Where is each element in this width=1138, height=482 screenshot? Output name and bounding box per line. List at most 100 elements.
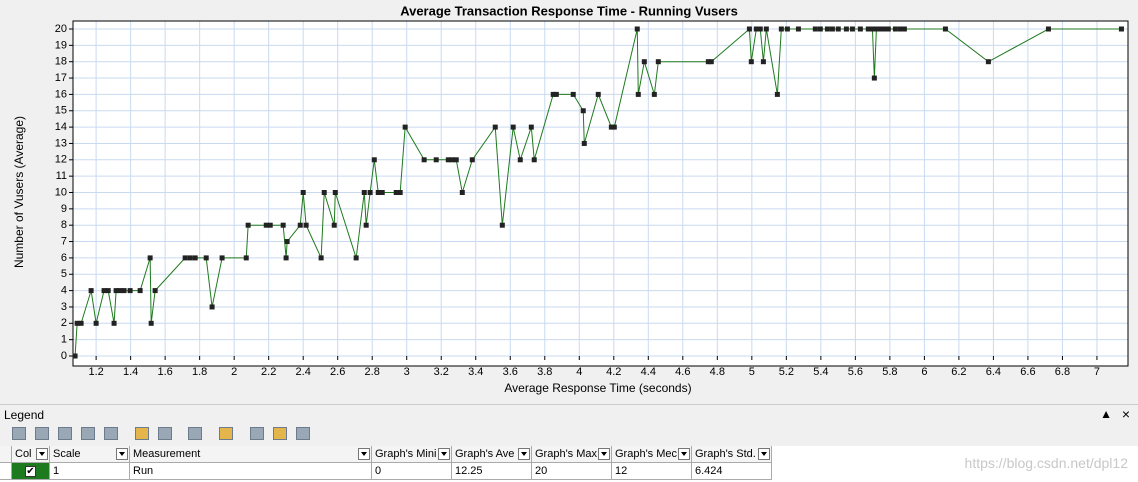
y-tick-label: 11 [56,170,67,182]
data-point [453,157,459,163]
column-header[interactable]: Measurement [130,446,372,463]
column-header[interactable]: Graph's Max [532,446,612,463]
x-tick-label: 5.6 [848,366,863,378]
column-title: Graph's Mini [375,448,437,460]
data-point [774,91,780,97]
data-point [402,124,408,130]
data-point [375,190,381,195]
y-tick-label: 7 [61,235,67,247]
x-tick-label: 6.2 [951,366,966,378]
y-tick-label: 10 [55,186,67,198]
table-cell: 12 [612,463,692,480]
data-point [817,26,823,32]
data-point [570,91,576,97]
tool-button[interactable] [12,427,26,440]
y-tick-label: 19 [55,39,67,51]
tool-button[interactable] [296,427,310,440]
dropdown[interactable] [438,448,450,460]
data-point [321,190,327,195]
data-point [580,108,586,114]
chart: Average Transaction Response Time - Runn… [12,3,1129,396]
column-header[interactable]: Graph's Mini [372,446,452,463]
table-cell: 20 [532,463,612,480]
data-point [379,190,385,195]
tool-button[interactable] [273,427,287,440]
dropdown[interactable] [598,448,610,460]
column-header[interactable]: Scale [50,446,130,463]
x-tick-label: 1.4 [123,366,138,378]
x-tick-label: 3.8 [537,366,552,378]
dropdown[interactable] [116,448,128,460]
data-point [367,190,373,195]
dropdown[interactable] [758,448,770,460]
dropdown[interactable] [678,448,690,460]
data-point [353,255,359,261]
dropdown[interactable] [358,448,370,460]
close-button[interactable]: × [1121,406,1130,422]
column-header[interactable]: Graph's Ave [452,446,532,463]
tool-button[interactable] [250,427,264,440]
data-point [873,26,879,32]
x-tick-label: 6 [921,366,927,378]
data-point [795,26,801,32]
data-point [303,222,309,228]
data-point [127,288,133,294]
data-point [748,59,754,65]
dropdown[interactable] [36,448,48,460]
data-point [469,157,475,163]
data-point [857,26,863,32]
toolbar [0,424,1138,444]
data-point [881,26,887,32]
y-tick-label: 18 [55,56,67,68]
column-header[interactable]: Col [12,446,50,463]
data-point [635,91,641,97]
data-point [784,26,790,32]
data-point [553,91,559,97]
data-point [517,157,523,163]
x-tick-label: 4.4 [641,366,656,378]
data-point [88,288,94,294]
data-point [363,222,369,228]
data-point [74,320,80,326]
data-point [93,320,99,326]
plot-frame [72,20,1129,367]
dropdown[interactable] [518,448,530,460]
y-tick-label: 13 [55,137,67,149]
legend-table: Col Scale Measurement Graph's Mini Graph's A… [0,446,1138,482]
data-point [753,26,759,32]
x-tick-label: 6.8 [1055,366,1070,378]
x-tick-label: 6.6 [1020,366,1035,378]
tool-button[interactable] [81,427,95,440]
pin-button[interactable]: ▲ [1100,407,1112,421]
x-tick-label: 2 [231,366,237,378]
data-point [528,124,534,130]
tool-button[interactable] [219,427,233,440]
data-point [445,157,451,163]
data-point [843,26,849,32]
x-tick-label: 3.6 [503,366,518,378]
data-point [117,288,123,294]
data-point [421,157,427,163]
y-tick-label: 15 [55,105,67,117]
data-point [651,91,657,97]
column-header[interactable]: Graph's Mec [612,446,692,463]
tool-button[interactable] [58,427,72,440]
tool-button[interactable] [104,427,118,440]
x-tick-label: 5.8 [882,366,897,378]
y-tick-label: 17 [55,72,67,84]
data-point [393,190,399,195]
tool-button[interactable] [35,427,49,440]
data-point [595,91,601,97]
y-tick-label: 9 [61,203,67,215]
data-point [829,26,835,32]
column-header[interactable]: Graph's Std. [692,446,772,463]
checkbox[interactable]: ✔ [25,466,36,477]
table-cell: Run [130,463,372,480]
x-tick-label: 2.6 [330,366,345,378]
data-point [865,26,871,32]
tool-button[interactable] [158,427,172,440]
tool-button[interactable] [135,427,149,440]
series-line [74,27,1122,357]
tool-button[interactable] [188,427,202,440]
table-cell: 12.25 [452,463,532,480]
